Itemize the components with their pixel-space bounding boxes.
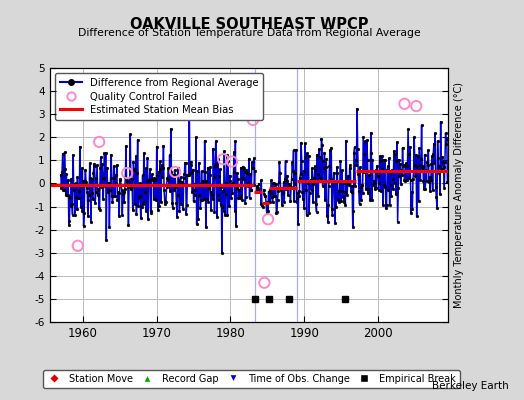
- Y-axis label: Monthly Temperature Anomaly Difference (°C): Monthly Temperature Anomaly Difference (…: [454, 82, 464, 308]
- Point: [171, 169, 179, 175]
- Point: [412, 103, 420, 109]
- Point: [400, 100, 409, 107]
- Text: Difference of Station Temperature Data from Regional Average: Difference of Station Temperature Data f…: [78, 28, 420, 38]
- Legend: Difference from Regional Average, Quality Control Failed, Estimated Station Mean: Difference from Regional Average, Qualit…: [55, 73, 264, 120]
- Text: Berkeley Earth: Berkeley Earth: [432, 381, 508, 391]
- Point: [123, 170, 132, 176]
- Point: [228, 158, 236, 165]
- Point: [264, 216, 272, 222]
- Point: [219, 156, 227, 162]
- Point: [249, 117, 257, 123]
- Point: [260, 280, 269, 286]
- Point: [95, 139, 103, 145]
- Legend: Station Move, Record Gap, Time of Obs. Change, Empirical Break: Station Move, Record Gap, Time of Obs. C…: [43, 370, 460, 388]
- Text: OAKVILLE SOUTHEAST WPCP: OAKVILLE SOUTHEAST WPCP: [129, 17, 368, 32]
- Point: [73, 242, 82, 249]
